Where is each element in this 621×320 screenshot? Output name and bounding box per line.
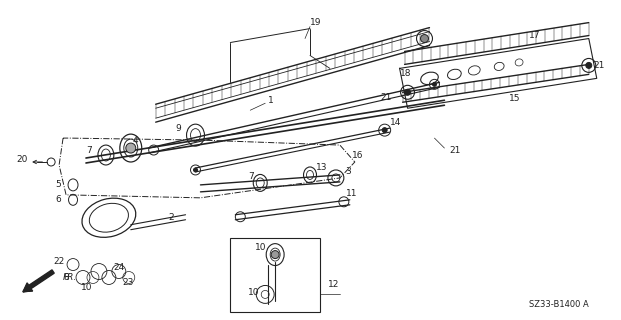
Text: 21: 21	[380, 93, 392, 102]
Text: 20: 20	[16, 156, 28, 164]
Circle shape	[586, 62, 592, 68]
Text: 9: 9	[176, 124, 181, 132]
Text: 15: 15	[509, 94, 520, 103]
Text: 21: 21	[450, 146, 461, 155]
Text: 7: 7	[248, 172, 254, 181]
Text: 22: 22	[53, 257, 65, 266]
Text: 10: 10	[255, 243, 267, 252]
Circle shape	[432, 82, 437, 86]
Circle shape	[420, 35, 428, 43]
Text: 10: 10	[81, 283, 93, 292]
Text: 3: 3	[345, 167, 351, 176]
FancyArrow shape	[23, 270, 54, 292]
Text: FR.: FR.	[63, 273, 78, 282]
Text: 24: 24	[113, 263, 124, 272]
Circle shape	[194, 168, 197, 172]
Text: 6: 6	[55, 195, 61, 204]
Circle shape	[405, 89, 410, 95]
Text: 19: 19	[310, 18, 322, 27]
Text: 13: 13	[316, 164, 327, 172]
Circle shape	[126, 143, 136, 153]
Text: 12: 12	[328, 280, 339, 289]
Bar	[230, 238, 320, 312]
Text: SZ33-B1400 A: SZ33-B1400 A	[529, 300, 589, 309]
Text: 18: 18	[399, 69, 411, 78]
Text: 4: 4	[133, 136, 138, 145]
Text: 5: 5	[55, 180, 61, 189]
Text: 21: 21	[594, 61, 605, 70]
Text: 10: 10	[248, 288, 260, 297]
Text: 1: 1	[268, 96, 274, 105]
Text: 16: 16	[352, 150, 363, 160]
Text: 17: 17	[529, 31, 540, 40]
Text: 11: 11	[346, 189, 357, 198]
Circle shape	[382, 128, 387, 132]
Text: 7: 7	[86, 146, 92, 155]
Text: 2: 2	[169, 213, 175, 222]
Text: 8: 8	[63, 273, 69, 282]
Text: 23: 23	[123, 278, 134, 287]
Text: 14: 14	[389, 118, 401, 127]
Circle shape	[271, 251, 279, 259]
